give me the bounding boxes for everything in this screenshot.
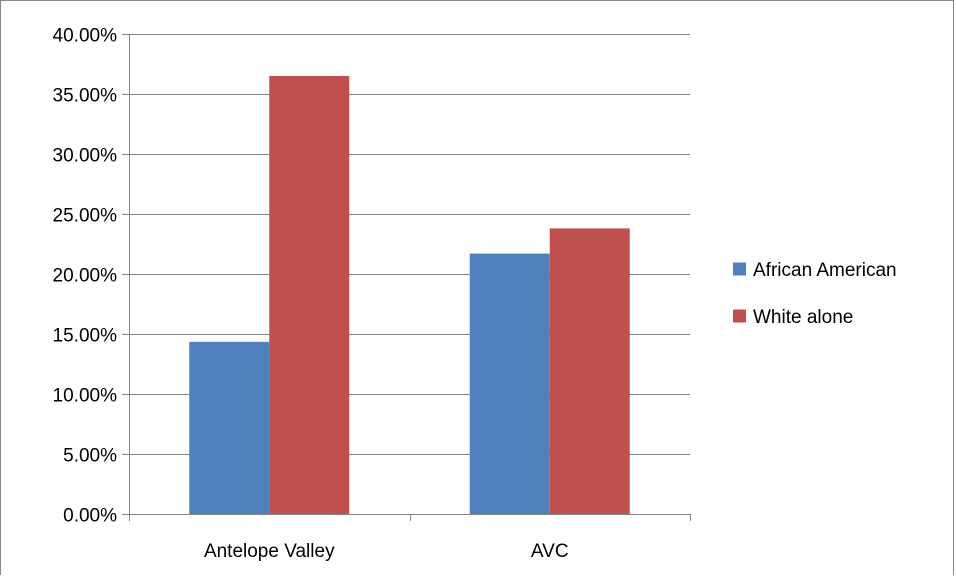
x-category-labels: Antelope Valley AVC: [204, 541, 569, 562]
y-tick-label: 10.00%: [53, 386, 118, 407]
bar-white-alone: [269, 76, 350, 514]
y-tick-labels: 0.00% 5.00% 10.00% 15.00% 20.00% 25.00% 30.00%…: [53, 26, 118, 527]
bar-african-american: [469, 253, 550, 514]
legend-swatch: [733, 262, 746, 276]
y-tick-label: 0.00%: [63, 506, 117, 527]
bars: [189, 76, 630, 514]
bar-african-american: [189, 341, 270, 514]
y-tick-label: 5.00%: [63, 446, 117, 467]
y-tick-label: 30.00%: [53, 146, 118, 167]
legend-label: White alone: [753, 307, 853, 328]
y-tick-label: 40.00%: [53, 26, 118, 47]
y-tick-label: 35.00%: [53, 86, 118, 107]
x-category-label: AVC: [531, 541, 569, 562]
y-tick-label: 20.00%: [53, 266, 118, 287]
legend: African American White alone: [733, 260, 897, 328]
y-tick-label: 15.00%: [53, 326, 118, 347]
bar-white-alone: [549, 228, 630, 514]
legend-swatch: [733, 309, 746, 323]
x-category-label: Antelope Valley: [204, 541, 335, 562]
y-tick-label: 25.00%: [53, 206, 118, 227]
axes: [122, 34, 691, 521]
legend-label: African American: [753, 260, 897, 281]
